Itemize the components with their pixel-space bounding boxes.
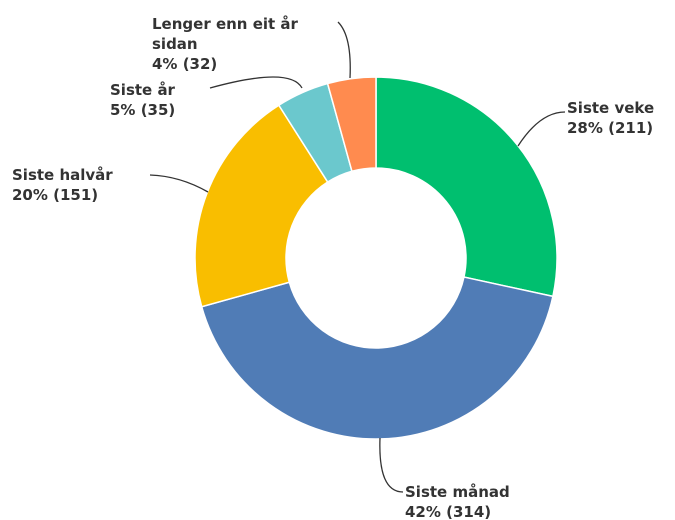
value-label: 28% (211) [567,119,654,137]
leader-line [149,174,209,193]
slice-label: Siste månad 42% (314) [405,482,510,520]
category-label: Siste år [110,81,175,99]
value-label: 5% (35) [110,101,176,119]
category-label: Siste veke [567,99,655,117]
slice-label: Siste veke 28% (211) [567,98,654,138]
category-label: Siste halvår [12,166,113,184]
category-label: Lenger enn eit år sidan [152,15,298,53]
donut-slice [200,276,554,440]
leader-line [517,111,566,147]
slice-label: Siste år 5% (35) [110,80,175,120]
leader-line [209,76,303,89]
donut-slice [375,76,558,298]
donut-slice [326,76,377,173]
slice-label: Lenger enn eit år sidan 4% (32) [152,14,342,74]
value-label: 20% (151) [12,186,99,204]
value-label: 4% (32) [152,55,218,73]
category-label: Siste månad [405,483,510,501]
value-label: 42% (314) [405,503,492,520]
leader-line [337,21,351,79]
donut-slice [194,104,329,308]
leader-line [379,437,404,493]
slice-label: Siste halvår 20% (151) [12,165,113,205]
